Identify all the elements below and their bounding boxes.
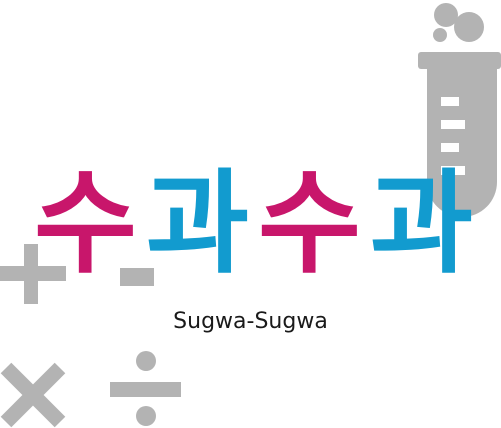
- wordmark-char-1: 수: [34, 159, 137, 289]
- wordmark-char-4: 과: [370, 159, 473, 289]
- logo-subtitle: Sugwa-Sugwa: [173, 309, 328, 334]
- plus-icon: [0, 244, 66, 304]
- wordmark: 수 과 수 과: [34, 159, 473, 289]
- wordmark-char-2: 과: [146, 159, 249, 289]
- bubble-icon: [434, 3, 458, 27]
- minus-icon: [120, 268, 154, 286]
- bubble-icon: [454, 12, 484, 42]
- bubble-icon: [433, 28, 447, 42]
- test-tube-icon: [418, 3, 501, 217]
- multiply-icon: [0, 362, 66, 428]
- wordmark-char-3: 수: [258, 159, 361, 289]
- divide-icon: [110, 351, 181, 426]
